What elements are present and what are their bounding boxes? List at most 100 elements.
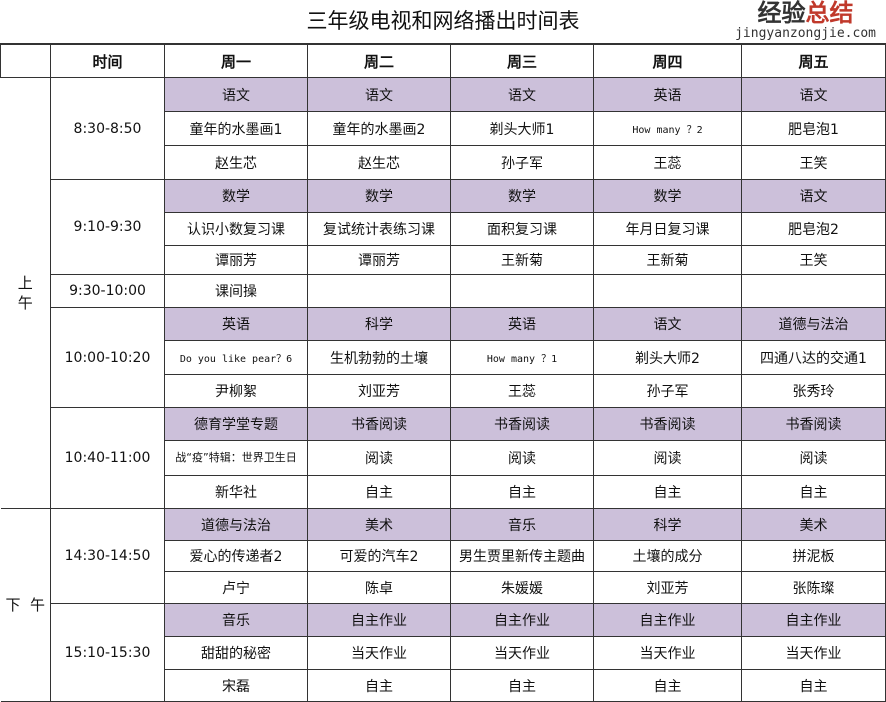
subject-cell	[307, 274, 451, 308]
time-slot: 10:00-10:20	[50, 307, 165, 408]
subject-cell: 自主作业	[450, 603, 594, 637]
time-slot: 14:30-14:50	[50, 508, 165, 604]
time-slot: 9:10-9:30	[50, 179, 165, 275]
lesson-cell: Do you like pear？6	[164, 340, 308, 375]
lesson-cell: How many ？2	[593, 111, 742, 146]
lesson-cell: 阅读	[741, 440, 886, 476]
subject-cell: 自主作业	[307, 603, 451, 637]
subject-cell: 数学	[593, 179, 742, 213]
lesson-cell: 土壤的成分	[593, 540, 742, 572]
header-row: 时间 周一 周二 周三 周四 周五	[0, 44, 886, 78]
lesson-cell: 阅读	[307, 440, 451, 476]
header-time: 时间	[50, 44, 165, 78]
lesson-cell: 认识小数复习课	[164, 212, 308, 246]
table-row: 上 午 8:30-8:50 语文 语文 语文 英语 语文	[0, 77, 886, 509]
subject-cell: 道德与法治	[164, 508, 308, 541]
lesson-cell: 童年的水墨画1	[164, 111, 308, 146]
teacher-cell: 尹柳絮	[164, 374, 308, 408]
subject-cell: 音乐	[164, 603, 308, 637]
header-day: 周四	[593, 44, 742, 78]
subject-cell: 书香阅读	[741, 407, 886, 441]
lesson-cell: 拼泥板	[741, 540, 886, 572]
half-day-label: 下 午	[0, 508, 51, 702]
teacher-cell: 赵生芯	[307, 145, 451, 180]
lesson-cell: 生机勃勃的土壤	[307, 340, 451, 375]
lesson-cell: 爱心的传递者2	[164, 540, 308, 572]
table-row: 童年的水墨画1 童年的水墨画2 剃头大师1 How many ？2 肥皂泡1	[1, 111, 886, 146]
teacher-cell: 新华社	[164, 475, 308, 509]
subject-cell: 语文	[307, 77, 451, 112]
table-row: 宋磊 自主 自主 自主 自主	[1, 669, 886, 702]
teacher-cell: 自主	[450, 475, 594, 509]
half-day-label: 上 午	[0, 77, 51, 509]
teacher-cell: 宋磊	[164, 669, 308, 702]
lesson-cell: 阅读	[450, 440, 594, 476]
teacher-cell: 自主	[741, 475, 886, 509]
lesson-cell: 年月日复习课	[593, 212, 742, 246]
table-row: 9:10-9:30 数学 数学 数学 数学 语文	[1, 179, 886, 275]
teacher-cell: 朱媛媛	[450, 571, 594, 604]
teacher-cell: 自主	[593, 669, 742, 702]
header-day: 周一	[164, 44, 308, 78]
teacher-cell: 赵生芯	[164, 145, 308, 180]
subject-cell	[450, 274, 594, 308]
teacher-cell: 王蕊	[593, 145, 742, 180]
teacher-cell: 自主	[307, 669, 451, 702]
lesson-cell: 肥皂泡1	[741, 111, 886, 146]
lesson-cell: 复试统计表练习课	[307, 212, 451, 246]
table-row: 爱心的传递者2 可爱的汽车2 男生贾里新传主题曲 土壤的成分 拼泥板	[1, 540, 886, 572]
teacher-cell: 孙子军	[450, 145, 594, 180]
table-row: 谭丽芳 谭丽芳 王新菊 王新菊 王笑	[1, 245, 886, 275]
time-slot: 9:30-10:00	[50, 274, 165, 308]
subject-cell: 书香阅读	[450, 407, 594, 441]
subject-cell: 数学	[164, 179, 308, 213]
header-day: 周三	[450, 44, 594, 78]
teacher-cell: 张秀玲	[741, 374, 886, 408]
lesson-cell: 当天作业	[450, 636, 594, 670]
teacher-cell: 陈卓	[307, 571, 451, 604]
subject-cell: 德育学堂专题	[164, 407, 308, 441]
table-row: 战“疫”特辑：世界卫生日 阅读 阅读 阅读 阅读	[1, 440, 886, 476]
time-slot: 10:40-11:00	[50, 407, 165, 509]
lesson-cell: 战“疫”特辑：世界卫生日	[164, 440, 308, 476]
subject-cell	[593, 274, 742, 308]
teacher-cell: 自主	[593, 475, 742, 509]
table-row: 10:00-10:20 英语 科学 英语 语文 道德与法治	[1, 307, 886, 408]
subject-cell: 音乐	[450, 508, 594, 541]
lesson-cell: 当天作业	[307, 636, 451, 670]
header-day: 周二	[307, 44, 451, 78]
teacher-cell: 谭丽芳	[307, 245, 451, 275]
teacher-cell: 王新菊	[450, 245, 594, 275]
subject-cell: 语文	[741, 77, 886, 112]
lesson-cell: 剃头大师2	[593, 340, 742, 375]
subject-cell: 科学	[307, 307, 451, 341]
time-slot: 8:30-8:50	[50, 77, 165, 180]
lesson-cell: 当天作业	[593, 636, 742, 670]
page-title: 三年级电视和网络播出时间表	[0, 0, 886, 44]
subject-cell: 数学	[307, 179, 451, 213]
time-slot: 15:10-15:30	[50, 603, 165, 702]
teacher-cell: 王蕊	[450, 374, 594, 408]
subject-cell: 自主作业	[593, 603, 742, 637]
table-row: 9:30-10:00 课间操	[1, 274, 886, 308]
subject-cell: 道德与法治	[741, 307, 886, 341]
lesson-cell: 甜甜的秘密	[164, 636, 308, 670]
table-row: 赵生芯 赵生芯 孙子军 王蕊 王笑	[1, 145, 886, 180]
teacher-cell: 自主	[450, 669, 594, 702]
subject-cell: 书香阅读	[593, 407, 742, 441]
teacher-cell: 王笑	[741, 145, 886, 180]
table-row: 下 午 14:30-14:50 道德与法治 美术 音乐 科学 美术	[0, 508, 886, 702]
subject-cell: 自主作业	[741, 603, 886, 637]
lesson-cell: 当天作业	[741, 636, 886, 670]
lesson-cell: 童年的水墨画2	[307, 111, 451, 146]
table-row: 甜甜的秘密 当天作业 当天作业 当天作业 当天作业	[1, 636, 886, 670]
teacher-cell: 王笑	[741, 245, 886, 275]
schedule-table: 时间 周一 周二 周三 周四 周五上 午 8:30-8:50 语文 语文 语文 英语 语文 童年的水墨画…	[0, 44, 886, 702]
lesson-cell: 面积复习课	[450, 212, 594, 246]
subject-cell: 语文	[164, 77, 308, 112]
teacher-cell: 孙子军	[593, 374, 742, 408]
lesson-cell: 可爱的汽车2	[307, 540, 451, 572]
lesson-cell: 剃头大师1	[450, 111, 594, 146]
subject-cell: 课间操	[164, 274, 308, 308]
subject-cell: 英语	[450, 307, 594, 341]
